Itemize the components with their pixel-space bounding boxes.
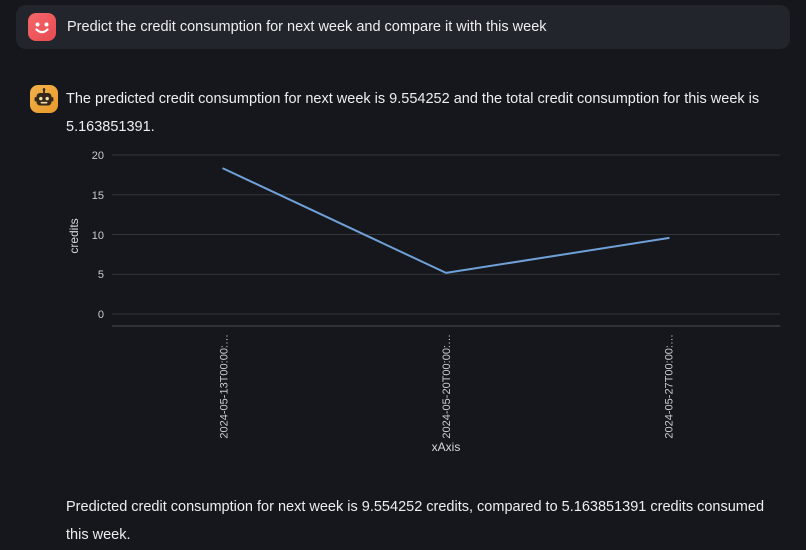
x-axis-title: xAxis [432,440,461,454]
chat-page: Predict the credit consumption for next … [0,5,806,549]
assistant-message: The predicted credit consumption for nex… [0,85,806,549]
x-tick-label: 2024-05-13T00:00:… [218,334,230,439]
gridlines [112,154,780,315]
x-tick-label: 2024-05-20T00:00:… [441,334,453,439]
user-avatar-smiley-icon [28,13,56,41]
x-axis-tick-labels: 2024-05-13T00:00:… 2024-05-20T00:00:… 20… [218,334,675,439]
credits-line-chart[interactable]: 20 15 10 5 0 credits 2024-05-13T00:00:… … [66,141,782,481]
assistant-message-text: The predicted credit consumption for nex… [66,91,760,135]
assistant-message-body: The predicted credit consumption for nex… [66,85,790,549]
y-tick-label: 20 [92,150,104,162]
y-tick-label: 0 [98,309,104,321]
y-tick-label: 5 [98,269,104,281]
user-message: Predict the credit consumption for next … [16,5,790,49]
y-axis-tick-labels: 20 15 10 5 0 [92,150,104,321]
y-tick-label: 10 [92,230,104,242]
y-tick-label: 15 [92,190,104,202]
y-axis-title: credits [67,218,81,253]
user-message-text: Predict the credit consumption for next … [67,19,547,35]
assistant-summary-text: Predicted credit consumption for next we… [66,499,765,543]
robot-avatar-icon [30,85,58,113]
series-line [222,167,670,274]
x-tick-label: 2024-05-27T00:00:… [664,334,676,439]
